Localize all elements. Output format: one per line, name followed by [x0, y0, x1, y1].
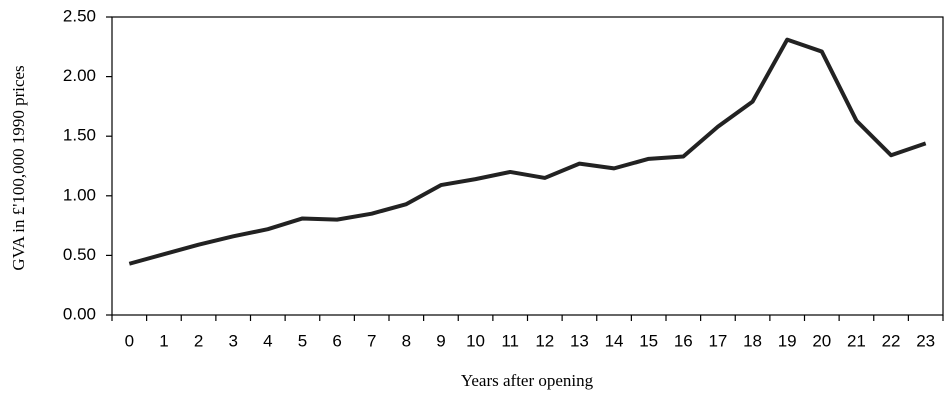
y-tick-label: 2.00 [63, 66, 96, 85]
x-tick-label: 5 [298, 331, 307, 350]
plot-frame [111, 16, 944, 316]
y-tick-label: 2.50 [63, 6, 96, 25]
x-tick-label: 0 [125, 331, 134, 350]
y-axis-title: GVA in £'100,000 1990 prices [9, 65, 28, 270]
x-tick-label: 3 [228, 331, 237, 350]
x-tick-label: 13 [570, 331, 589, 350]
x-tick-label: 14 [605, 331, 624, 350]
y-tick-label: 1.50 [63, 126, 96, 145]
data-line [128, 37, 927, 266]
x-tick-label: 11 [501, 331, 519, 350]
x-tick-label: 16 [674, 331, 693, 350]
x-tick-label: 10 [466, 331, 485, 350]
x-tick-label: 9 [436, 331, 445, 350]
y-tick-label: 0.50 [63, 245, 96, 264]
x-tick-label: 19 [778, 331, 797, 350]
x-tick-label: 6 [332, 331, 341, 350]
x-tick-label: 1 [159, 331, 168, 350]
x-tick-label: 8 [402, 331, 411, 350]
x-tick-label: 22 [882, 331, 901, 350]
x-tick-label: 18 [743, 331, 762, 350]
y-tick-label: 0.00 [63, 304, 96, 323]
x-tick-label: 4 [263, 331, 272, 350]
x-tick-label: 7 [367, 331, 376, 350]
x-tick-label: 15 [639, 331, 658, 350]
x-tick-label: 21 [847, 331, 866, 350]
x-tick-label: 2 [194, 331, 203, 350]
x-tick-label: 23 [916, 331, 935, 350]
x-tick-label: 20 [812, 331, 831, 350]
y-tick-label: 1.00 [63, 185, 96, 204]
x-tick-label: 17 [708, 331, 727, 350]
x-axis-title: Years after opening [461, 371, 594, 390]
x-tick-label: 12 [535, 331, 554, 350]
